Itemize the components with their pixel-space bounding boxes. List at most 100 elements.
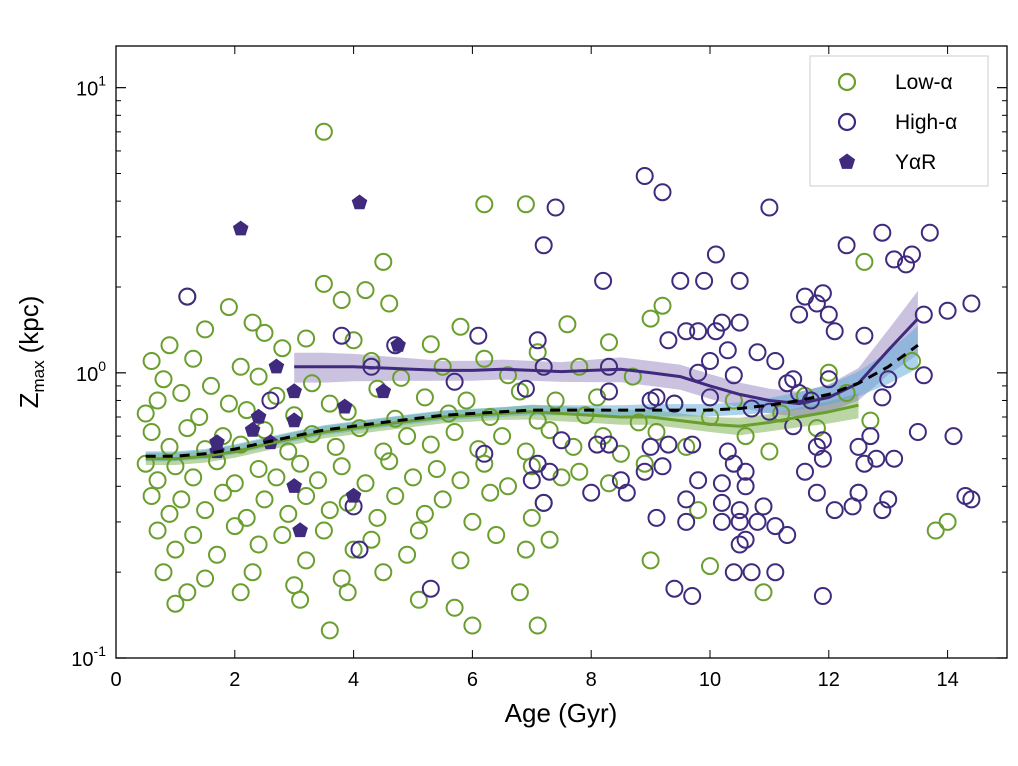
high-alpha-point — [653, 457, 672, 476]
y-tick-label: 101 — [76, 73, 106, 101]
y-axis-label-main: Z — [14, 392, 44, 408]
low-alpha-point — [148, 471, 167, 490]
y-tick-label-base: 10 — [76, 364, 98, 386]
yar-point — [286, 478, 302, 493]
low-alpha-point — [926, 521, 945, 540]
low-alpha-point — [398, 427, 417, 446]
high-alpha-point — [879, 370, 898, 389]
low-alpha-point — [237, 401, 256, 420]
low-alpha-point — [415, 388, 434, 407]
low-alpha-point — [172, 384, 191, 402]
low-alpha-point — [421, 335, 440, 354]
high-alpha-point — [677, 490, 696, 509]
high-alpha-point — [695, 271, 714, 290]
high-alpha-point — [730, 512, 749, 531]
low-alpha-point — [255, 323, 274, 342]
low-alpha-point — [463, 512, 482, 531]
low-alpha-point — [516, 540, 535, 559]
low-alpha-point — [184, 468, 203, 487]
x-tick-label: 8 — [586, 669, 597, 691]
y-tick-label-base: 10 — [71, 649, 93, 671]
high-alpha-point — [730, 501, 749, 520]
high-alpha-point — [807, 483, 826, 502]
high-alpha-point — [600, 357, 618, 376]
legend: Low-α High-α YαR — [809, 55, 989, 187]
low-alpha-point — [499, 477, 517, 496]
yar-point — [232, 220, 249, 236]
high-alpha-point — [546, 198, 565, 217]
low-alpha-point — [570, 462, 589, 481]
low-alpha-point — [219, 298, 238, 317]
low-alpha-point — [320, 501, 339, 520]
low-alpha-point — [600, 333, 618, 352]
low-alpha-point — [249, 367, 268, 386]
yar-point — [286, 383, 302, 399]
low-alpha-point — [314, 122, 333, 141]
high-alpha-point — [819, 305, 838, 324]
high-alpha-point — [813, 284, 832, 303]
low-alpha-point — [196, 569, 215, 588]
high-alpha-point — [778, 526, 797, 544]
high-alpha-point — [653, 183, 672, 202]
low-alpha-point — [267, 386, 286, 405]
high-alpha-point — [659, 331, 678, 350]
low-alpha-point — [225, 474, 244, 493]
low-alpha-point — [398, 545, 417, 564]
low-alpha-point — [356, 281, 375, 300]
yar-point — [244, 421, 261, 437]
low-alpha-point — [148, 521, 167, 540]
low-alpha-point — [481, 408, 500, 426]
high-alpha-point — [837, 236, 856, 255]
high-alpha-point — [724, 366, 743, 385]
high-alpha-point — [843, 497, 862, 516]
low-alpha-point — [516, 195, 535, 214]
low-alpha-point — [243, 313, 262, 332]
low-alpha-point — [178, 419, 197, 438]
high-alpha-point — [914, 366, 933, 385]
high-alpha-point — [796, 462, 814, 481]
high-alpha-point — [712, 512, 731, 531]
low-alpha-point — [475, 454, 494, 473]
high-alpha-point — [962, 294, 981, 313]
high-alpha-point — [683, 435, 702, 454]
low-alpha-point — [433, 490, 452, 509]
high-alpha-point — [784, 370, 803, 389]
yar-point — [351, 194, 368, 210]
y-axis-label: Zmax (kpc) — [14, 296, 48, 409]
low-alpha-point — [320, 621, 339, 640]
low-alpha-point — [516, 442, 535, 461]
low-alpha-point — [451, 551, 470, 570]
yar-point — [292, 522, 308, 538]
low-alpha-point — [374, 252, 393, 271]
low-alpha-point — [303, 374, 321, 393]
low-alpha-point — [451, 317, 470, 336]
y-tick-label-exp: 0 — [98, 358, 106, 374]
low-alpha-point — [558, 315, 577, 334]
high-alpha-point — [540, 462, 559, 481]
low-alpha-point — [754, 583, 773, 602]
high-alpha-point — [962, 490, 981, 509]
low-alpha-point — [570, 357, 589, 376]
legend-label-yar: YαR — [895, 151, 936, 174]
low-alpha-point — [457, 391, 476, 410]
yar-point — [286, 412, 302, 428]
high-alpha-point — [903, 245, 921, 264]
low-alpha-point — [154, 370, 173, 389]
low-alpha-point — [297, 329, 316, 348]
low-alpha-point — [332, 457, 351, 476]
high-alpha-point — [754, 497, 773, 516]
high-alpha-point — [641, 437, 660, 456]
y-tick-label-exp: 1 — [98, 73, 106, 89]
low-alpha-point — [374, 563, 393, 582]
high-alpha-point — [522, 471, 541, 490]
low-alpha-point — [380, 294, 399, 313]
yar-point — [390, 337, 406, 352]
high-alpha-point — [178, 287, 197, 306]
high-alpha-point — [897, 255, 915, 274]
low-alpha-point — [196, 501, 215, 520]
high-alpha-point — [701, 388, 719, 407]
high-alpha-point — [885, 449, 904, 468]
low-alpha-point — [148, 391, 167, 410]
x-tick-label: 4 — [348, 669, 359, 691]
